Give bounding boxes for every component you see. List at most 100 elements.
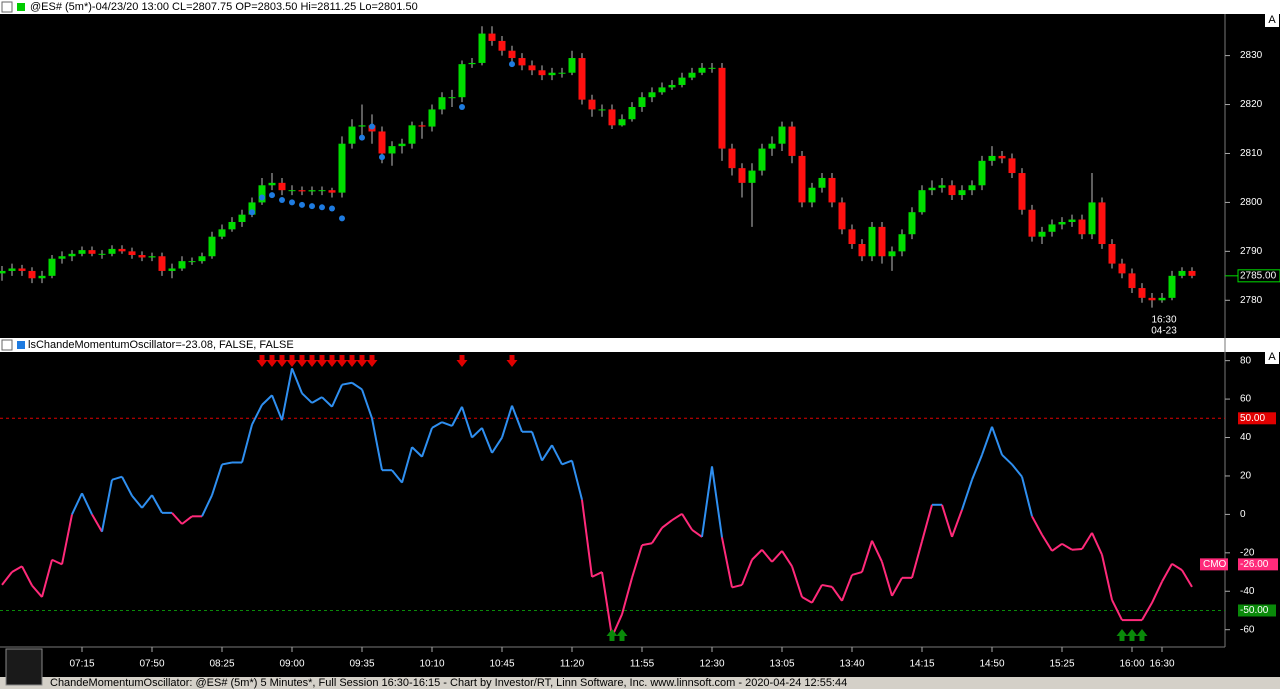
- sell-arrow: [306, 355, 318, 367]
- cmo-line: [61, 514, 73, 565]
- candle-body: [478, 33, 486, 63]
- cmo-line: [1001, 454, 1013, 466]
- auto-button[interactable]: [1265, 350, 1279, 364]
- candle-body: [48, 258, 56, 276]
- candle-body: [338, 143, 346, 193]
- dot: [299, 201, 305, 208]
- cmo-line: [21, 565, 33, 586]
- candle-body: [568, 58, 576, 73]
- cmo-line: [1061, 542, 1073, 551]
- cmo-line: [1041, 534, 1053, 552]
- x-tick-label: 14:50: [979, 659, 1004, 670]
- cmo-line: [771, 550, 783, 563]
- cmo-line: [701, 466, 713, 538]
- candle-body: [908, 212, 916, 235]
- cmo-line: [481, 427, 493, 454]
- candle-body: [698, 67, 706, 73]
- logo: [5, 648, 43, 686]
- cmo-line: [261, 394, 273, 406]
- cmo-line: [1151, 581, 1163, 604]
- cmo-line: [311, 396, 323, 404]
- candle-body: [548, 72, 556, 76]
- x-tick-label: 13:05: [769, 659, 794, 670]
- close-box[interactable]: [1, 339, 13, 351]
- x-tick-label: 13:40: [839, 659, 864, 670]
- cmo-line: [391, 469, 403, 484]
- x-tick-label: 12:30: [699, 659, 724, 670]
- cmo-line: [571, 460, 583, 501]
- cmo-line: [671, 512, 683, 522]
- cmo-line: [1, 571, 13, 586]
- cmo-line: [111, 475, 123, 481]
- cmo-line: [51, 558, 63, 566]
- y-tick-label: 60: [1240, 394, 1252, 405]
- sell-arrow: [336, 355, 348, 367]
- candle-body: [458, 64, 466, 98]
- cmo-line: [761, 549, 773, 563]
- cmo-line: [201, 494, 213, 517]
- annotation: 04-23: [1151, 326, 1177, 337]
- candle-body: [1178, 270, 1186, 276]
- candle-body: [898, 234, 906, 252]
- cmo-line: [851, 571, 863, 576]
- cmo-line: [511, 405, 523, 433]
- candle-body: [58, 256, 66, 259]
- x-tick-label: 16:30: [1149, 659, 1174, 670]
- auto-button-label[interactable]: A: [1268, 14, 1276, 26]
- cmo-line: [841, 574, 853, 602]
- sell-arrow: [256, 355, 268, 367]
- cmo-line: [821, 583, 833, 588]
- buy-arrow: [1136, 629, 1148, 641]
- sell-arrow: [346, 355, 358, 367]
- candle-body: [118, 248, 126, 252]
- dot: [249, 209, 255, 216]
- cmo-line: [401, 446, 413, 483]
- cmo-line: [801, 596, 813, 604]
- cmo-line: [1161, 563, 1173, 583]
- auto-button[interactable]: [1265, 13, 1279, 27]
- y-tick-label: 80: [1240, 355, 1252, 366]
- sell-arrow: [366, 355, 378, 367]
- cmo-line: [441, 421, 453, 427]
- auto-button-label[interactable]: A: [1268, 351, 1276, 363]
- x-tick-label: 09:35: [349, 659, 374, 670]
- candle-body: [1008, 158, 1016, 174]
- candle-body: [888, 251, 896, 257]
- x-tick-label: 15:25: [1049, 659, 1074, 670]
- candle-body: [1018, 173, 1026, 210]
- cmo-line: [1141, 602, 1153, 621]
- candle-body: [798, 155, 806, 203]
- cmo-line: [131, 495, 143, 509]
- candle-body: [598, 109, 606, 111]
- buy-arrow: [1116, 629, 1128, 641]
- close-box[interactable]: [1, 1, 13, 13]
- candle-body: [658, 87, 666, 93]
- cmo-line: [881, 561, 893, 597]
- cmo-line: [861, 540, 873, 573]
- cmo-line: [1021, 476, 1033, 517]
- cmo-name: CMO: [1203, 559, 1227, 570]
- level-label-box: [1238, 604, 1276, 617]
- dot: [509, 61, 515, 68]
- dot: [459, 103, 465, 110]
- candle-body: [608, 109, 616, 126]
- buy-arrow: [606, 629, 618, 641]
- candle-body: [88, 250, 96, 254]
- candle-body: [1108, 244, 1116, 264]
- candle-body: [808, 187, 816, 203]
- candle-body: [1038, 231, 1046, 237]
- candle-body: [1138, 288, 1146, 298]
- candle-body: [318, 190, 326, 192]
- cmo-line: [411, 446, 423, 458]
- candle-body: [448, 97, 456, 99]
- x-tick-label: 07:15: [69, 659, 94, 670]
- cmo-line: [951, 509, 963, 538]
- candle-body: [578, 58, 586, 100]
- candle-body: [1098, 202, 1106, 245]
- x-tick-label: 09:00: [279, 659, 304, 670]
- cmo-line: [811, 584, 823, 604]
- y-tick-label: -60: [1240, 624, 1255, 635]
- cmo-line: [541, 444, 553, 462]
- candle-body: [138, 255, 146, 258]
- candle-body: [868, 226, 876, 257]
